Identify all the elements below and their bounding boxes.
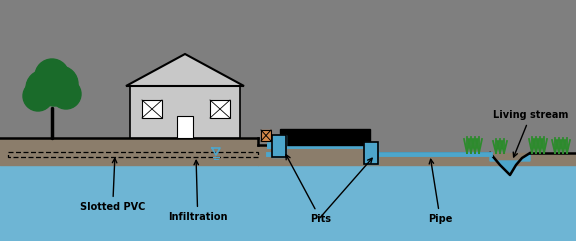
Polygon shape: [126, 54, 244, 86]
Circle shape: [26, 70, 62, 106]
Circle shape: [35, 59, 69, 93]
Polygon shape: [0, 165, 576, 241]
Bar: [261, 130, 271, 141]
Bar: [177, 116, 193, 138]
Bar: [364, 142, 378, 164]
Bar: [8, 152, 258, 156]
Circle shape: [23, 81, 53, 111]
Text: Living stream: Living stream: [493, 110, 569, 157]
Bar: [130, 86, 240, 138]
Text: Pits: Pits: [286, 155, 331, 224]
Bar: [142, 100, 162, 118]
Circle shape: [42, 66, 78, 102]
Bar: [272, 135, 286, 157]
Bar: [280, 129, 370, 145]
Polygon shape: [490, 153, 530, 175]
Text: Slotted PVC: Slotted PVC: [80, 158, 145, 212]
Circle shape: [38, 74, 70, 106]
Bar: [272, 135, 286, 157]
Text: Pipe: Pipe: [428, 159, 452, 224]
Bar: [210, 100, 230, 118]
Text: Infiltration: Infiltration: [168, 160, 228, 222]
Circle shape: [51, 79, 81, 109]
Bar: [364, 142, 378, 164]
Bar: [261, 130, 271, 141]
